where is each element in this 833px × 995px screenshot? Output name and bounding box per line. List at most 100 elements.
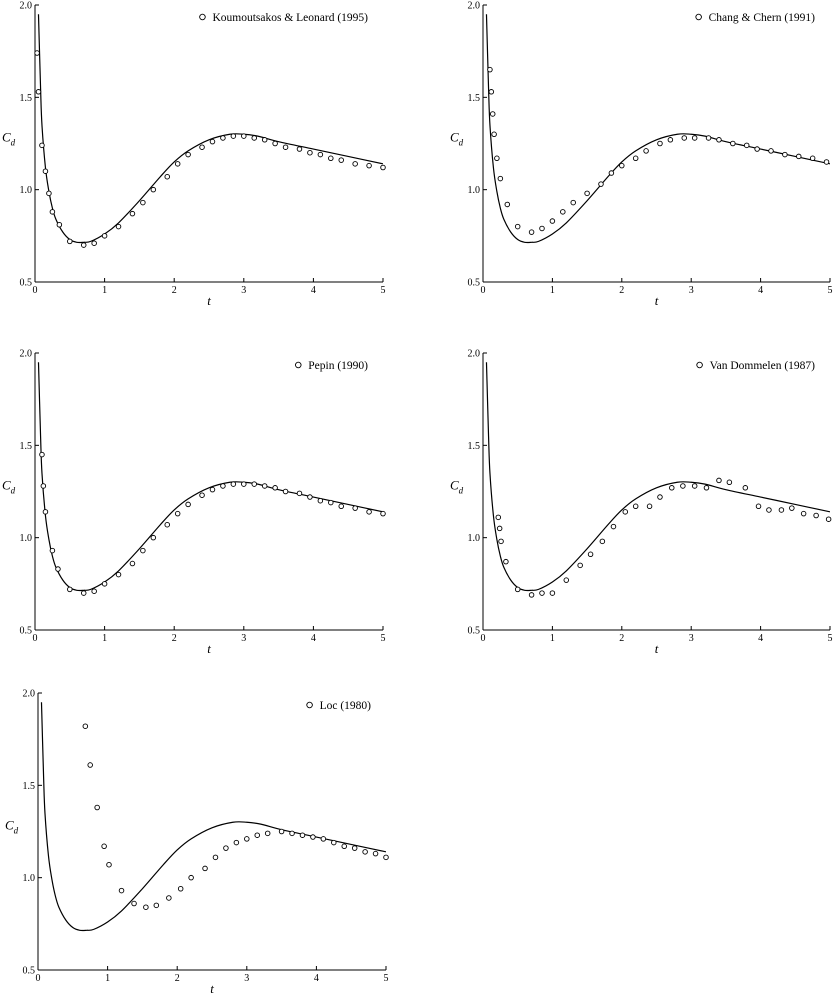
data-point bbox=[487, 66, 493, 73]
y-tick-label: 1.5 bbox=[468, 93, 481, 104]
chart-panel-5: 0 1 2 3 4 5 0.5 1.0 1.5 2.0 t Cd Loc (1980) bbox=[5, 689, 389, 995]
data-point bbox=[691, 135, 698, 141]
y-axis-label-main: C bbox=[2, 478, 11, 493]
data-point bbox=[39, 142, 45, 149]
legend-marker bbox=[696, 361, 703, 369]
data-point bbox=[164, 521, 170, 528]
data-point bbox=[251, 481, 257, 487]
data-point bbox=[254, 832, 260, 838]
data-point bbox=[328, 155, 334, 162]
data-point bbox=[317, 497, 324, 504]
y-tick-label: 0.5 bbox=[23, 966, 36, 977]
data-point bbox=[164, 173, 170, 180]
data-point bbox=[489, 111, 496, 117]
data-point bbox=[80, 590, 87, 596]
data-point bbox=[82, 723, 89, 729]
x-tick-label: 1 bbox=[550, 633, 555, 644]
x-tick-label: 2 bbox=[619, 285, 624, 296]
data-point bbox=[366, 509, 372, 515]
data-point bbox=[118, 887, 125, 894]
data-point bbox=[491, 131, 497, 138]
data-point bbox=[743, 142, 750, 149]
chart-panel-2: 0 1 2 3 4 5 0.5 1.0 1.5 2.0 t Cd Chang & Chern (1991… bbox=[450, 1, 833, 309]
data-point bbox=[730, 140, 736, 147]
data-point bbox=[241, 481, 247, 487]
x-tick-label: 0 bbox=[481, 633, 486, 644]
data-point bbox=[766, 507, 772, 513]
data-point bbox=[150, 534, 157, 541]
legend-marker bbox=[695, 13, 702, 21]
x-tick-label: 5 bbox=[381, 285, 386, 296]
y-axis-label-main: C bbox=[5, 818, 14, 833]
data-point bbox=[372, 850, 379, 857]
y-axis-label: Cd bbox=[2, 478, 16, 496]
data-point bbox=[101, 843, 107, 850]
y-tick-label: 1.0 bbox=[468, 533, 481, 544]
data-point bbox=[272, 140, 278, 147]
data-point bbox=[209, 138, 216, 145]
data-point bbox=[94, 804, 100, 811]
legend-marker bbox=[295, 361, 302, 369]
x-tick-label: 4 bbox=[311, 633, 316, 644]
data-point bbox=[514, 223, 521, 230]
x-tick-label: 4 bbox=[311, 285, 316, 296]
y-tick-label: 0.5 bbox=[468, 278, 481, 289]
y-tick-label: 1.5 bbox=[23, 781, 36, 792]
data-point bbox=[338, 503, 344, 510]
x-tick-label: 1 bbox=[550, 285, 555, 296]
y-tick-label: 1.0 bbox=[23, 873, 36, 884]
data-point bbox=[789, 505, 795, 511]
data-point bbox=[131, 900, 137, 907]
x-axis-label: t bbox=[207, 293, 211, 308]
data-point bbox=[331, 839, 337, 846]
data-point bbox=[352, 161, 358, 167]
x-tick-label: 5 bbox=[828, 285, 833, 296]
data-point bbox=[220, 483, 226, 489]
data-point bbox=[497, 175, 504, 182]
legend-marker bbox=[306, 701, 313, 709]
data-point bbox=[115, 571, 122, 578]
data-point bbox=[278, 828, 285, 835]
data-point bbox=[488, 89, 495, 95]
data-point bbox=[106, 861, 112, 868]
y-axis-label: Cd bbox=[5, 818, 19, 836]
data-point bbox=[299, 832, 306, 838]
data-point bbox=[153, 902, 160, 909]
y-axis-label-main: C bbox=[2, 130, 11, 145]
x-tick-label: 2 bbox=[172, 633, 177, 644]
data-point bbox=[587, 551, 594, 558]
x-tick-label: 3 bbox=[244, 973, 249, 984]
y-tick-label: 1.5 bbox=[468, 441, 481, 452]
data-point bbox=[669, 485, 675, 491]
data-point bbox=[570, 199, 576, 206]
data-point bbox=[307, 149, 313, 156]
y-axis-label-subscript: d bbox=[459, 486, 464, 496]
legend-label: Pepin (1990) bbox=[308, 360, 368, 372]
y-axis-label-main: C bbox=[450, 478, 459, 493]
data-point bbox=[657, 140, 663, 147]
y-axis-label-subscript: d bbox=[14, 826, 19, 836]
data-point bbox=[220, 135, 226, 141]
data-point bbox=[202, 865, 208, 872]
y-axis-label-subscript: d bbox=[459, 138, 464, 148]
data-point bbox=[101, 581, 108, 587]
data-point bbox=[495, 514, 502, 521]
y-tick-label: 2.0 bbox=[468, 349, 481, 360]
data-point bbox=[282, 144, 289, 150]
data-point bbox=[622, 509, 629, 515]
data-point bbox=[212, 854, 219, 861]
data-point bbox=[716, 477, 722, 484]
data-point bbox=[188, 874, 194, 881]
data-point bbox=[39, 451, 45, 458]
x-tick-label: 1 bbox=[102, 285, 107, 296]
data-point bbox=[272, 485, 278, 491]
data-point bbox=[366, 162, 372, 169]
data-point bbox=[199, 492, 205, 498]
data-point bbox=[800, 510, 807, 517]
data-point bbox=[539, 225, 545, 232]
y-axis-label-subscript: d bbox=[11, 138, 16, 148]
data-point bbox=[289, 830, 295, 837]
legend-label: Chang & Chern (1991) bbox=[709, 12, 816, 24]
data-point bbox=[813, 512, 819, 519]
legend-label: Van Dommelen (1987) bbox=[710, 360, 816, 372]
